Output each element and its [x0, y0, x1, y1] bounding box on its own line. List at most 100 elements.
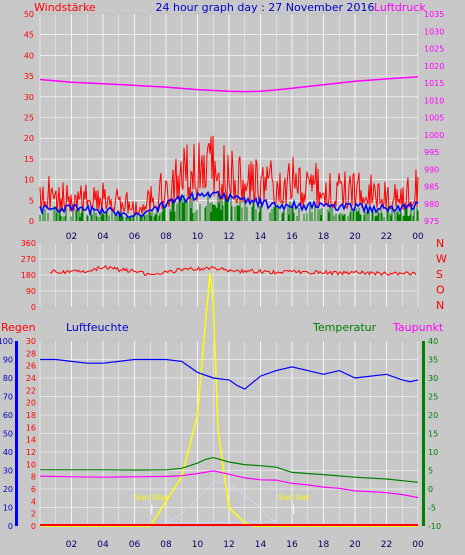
x-tick-label: 04: [97, 232, 109, 242]
y-tick-label: 0: [428, 485, 433, 494]
temperature-y-axis: -10 -5 0 5 10 15 20 25 30 35 40: [428, 337, 441, 531]
y-tick-label: 995: [424, 148, 439, 157]
y-tick-label: 20: [24, 134, 34, 143]
y-tick-label: 990: [424, 165, 439, 174]
x-tick-label: 02: [66, 540, 77, 550]
compass-label: S: [436, 268, 443, 281]
wind-direction-grid: [39, 242, 419, 308]
temperature-axis-bar: [422, 341, 425, 526]
sun-rise-label: Sun Rise: [135, 493, 170, 502]
y-tick-label: 60: [3, 411, 13, 420]
temperature-series: [40, 456, 419, 483]
y-tick-label: 50: [24, 10, 34, 19]
y-tick-label: 20: [3, 485, 13, 494]
x-tick-label: 06: [129, 232, 141, 242]
x-tick-label: 04: [97, 540, 109, 550]
x-tick-label: 20: [349, 232, 361, 242]
y-tick-label: 1030: [424, 27, 444, 36]
x-tick-label: 18: [318, 232, 330, 242]
y-tick-label: 25: [428, 393, 438, 402]
y-tick-label: 80: [3, 374, 13, 383]
right-series-label: Luftdruck: [374, 1, 426, 14]
dewpoint-series: [39, 470, 419, 499]
x-tick-label: 20: [349, 540, 361, 550]
y-tick-label: 6: [31, 485, 36, 494]
y-tick-label: 90: [3, 356, 13, 365]
y-tick-label: 8: [31, 473, 36, 482]
x-tick-label: 12: [223, 232, 234, 242]
y-tick-label: 1010: [424, 96, 444, 105]
y-tick-label: 10: [26, 460, 36, 469]
y-tick-label: 1000: [424, 131, 444, 140]
humidity-series: [40, 358, 419, 390]
y-tick-label: 1015: [424, 79, 444, 88]
pressure-series: [39, 76, 419, 93]
compass-label: N: [436, 237, 444, 250]
y-tick-label: 10: [3, 504, 13, 513]
wind-average-series: [39, 190, 419, 219]
direction-y-axis: 0 90 180 270 360: [21, 239, 36, 312]
y-tick-label: 975: [424, 217, 439, 226]
x-tick-label: 10: [192, 232, 204, 242]
y-tick-label: -10: [428, 522, 441, 531]
y-tick-label: 40: [24, 51, 34, 60]
y-tick-label: 40: [3, 448, 13, 457]
compass-label: W: [436, 253, 447, 266]
wind-direction-series: [49, 264, 417, 277]
y-tick-label: 0: [31, 522, 36, 531]
y-tick-label: 180: [21, 271, 36, 280]
y-tick-label: 15: [24, 155, 34, 164]
x-tick-label: 12: [223, 540, 234, 550]
y-tick-label: 28: [26, 349, 36, 358]
y-tick-label: 70: [3, 393, 13, 402]
y-tick-label: 5: [29, 196, 34, 205]
wind-x-axis: 02 04 06 08 10 12 14 16 18 20 22 00: [66, 232, 424, 242]
y-tick-label: 30: [24, 93, 34, 102]
y-tick-label: 18: [26, 411, 36, 420]
x-tick-label: 02: [66, 232, 77, 242]
sun-set-label: Sun Set: [278, 493, 309, 502]
y-tick-label: 16: [26, 423, 36, 432]
y-tick-label: 22: [26, 386, 36, 395]
y-tick-label: 40: [428, 337, 438, 346]
compass-label: O: [436, 284, 445, 297]
humidity-axis-bar: [15, 341, 18, 526]
temperature-label: Temperatur: [312, 321, 377, 334]
compass-label: N: [436, 299, 444, 312]
x-tick-label: 22: [381, 232, 392, 242]
left-series-label: Windstärke: [34, 1, 96, 14]
y-tick-label: 26: [26, 362, 36, 371]
humidity-temperature-panel: Regen Luftfeuchte Temperatur Taupunkt Su…: [0, 273, 444, 550]
y-tick-label: -5: [428, 504, 436, 513]
y-tick-label: 1025: [424, 45, 444, 54]
y-tick-label: 0: [8, 522, 13, 531]
x-tick-label: 18: [318, 540, 330, 550]
y-tick-label: 35: [24, 72, 34, 81]
x-tick-label: 16: [286, 232, 298, 242]
wind-y-axis: 0 5 10 15 20 25 30 35 40 45 50: [24, 10, 34, 226]
x-tick-label: 14: [255, 540, 267, 550]
humidity-x-axis: 02 04 06 08 10 12 14 16 18 20 22 00: [66, 540, 424, 550]
y-tick-label: 360: [21, 239, 36, 248]
y-tick-label: 0: [29, 217, 34, 226]
x-tick-label: 16: [286, 540, 298, 550]
y-tick-label: 30: [428, 374, 438, 383]
y-tick-label: 15: [428, 430, 438, 439]
y-tick-label: 1035: [424, 10, 444, 19]
dewpoint-label: Taupunkt: [392, 321, 444, 334]
x-tick-label: 00: [412, 232, 424, 242]
y-tick-label: 45: [24, 31, 34, 40]
y-tick-label: 10: [428, 448, 438, 457]
x-tick-label: 06: [129, 540, 141, 550]
page-title: 24 hour graph day : 27 November 2016: [155, 1, 374, 14]
y-tick-label: 4: [31, 497, 36, 506]
humidity-y-axis: 0 10 20 30 40 50 60 70 80 90 100: [0, 337, 13, 531]
y-tick-label: 30: [26, 337, 36, 346]
y-tick-label: 1020: [424, 62, 444, 71]
uv-series: [164, 482, 277, 524]
rain-label: Regen: [1, 321, 36, 334]
